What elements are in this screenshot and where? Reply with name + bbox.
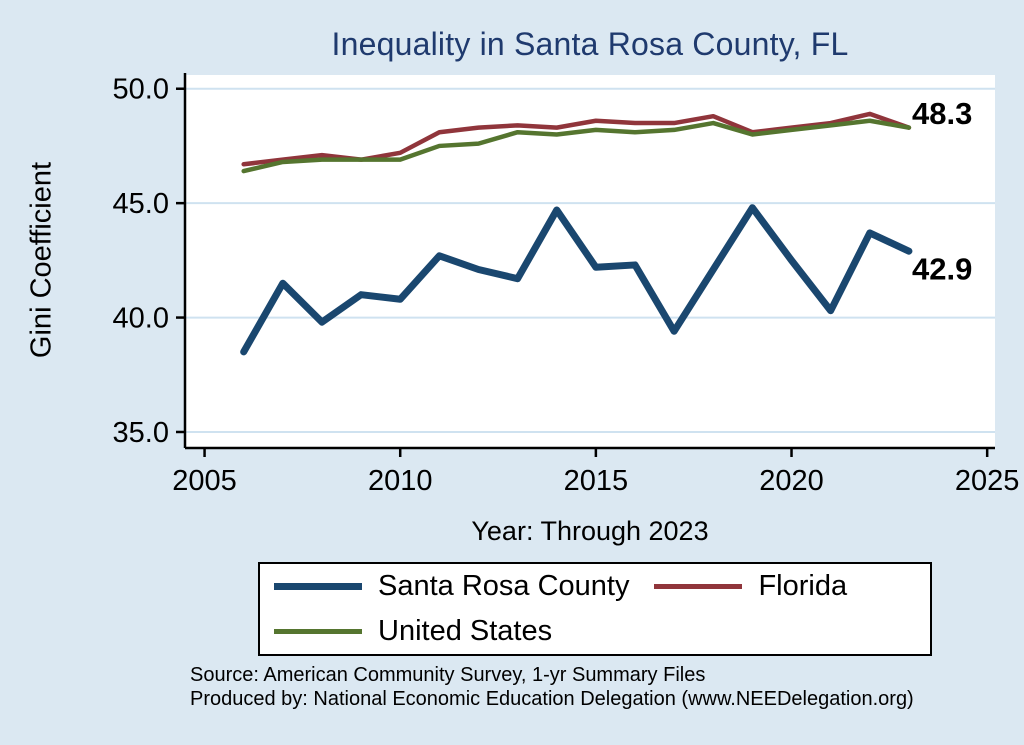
x-tick-label: 2005 bbox=[172, 465, 237, 497]
legend-entry-united-states: United States bbox=[274, 615, 654, 648]
legend-label-united-states: United States bbox=[378, 615, 553, 647]
legend-entry-florida: Florida bbox=[654, 570, 930, 603]
legend-entry-santa-rosa-county: Santa Rosa County bbox=[274, 570, 654, 603]
x-axis-label: Year: Through 2023 bbox=[471, 516, 709, 546]
series-line-united-states bbox=[241, 118, 912, 174]
series-line-santa-rosa-county bbox=[240, 204, 913, 356]
end-value-label: 42.9 bbox=[912, 251, 972, 286]
legend-swatch-united-states bbox=[274, 629, 362, 634]
y-tick-label: 35.0 bbox=[113, 417, 169, 449]
end-value-label: 48.3 bbox=[912, 96, 972, 131]
y-tick-label: 40.0 bbox=[113, 303, 169, 335]
legend-label-florida: Florida bbox=[758, 570, 848, 602]
produced-by-line: Produced by: National Economic Education… bbox=[190, 688, 914, 710]
x-tick-label: 2025 bbox=[955, 465, 1020, 497]
legend: Santa Rosa County Florida United States bbox=[258, 562, 932, 656]
source-line: Source: American Community Survey, 1-yr … bbox=[190, 664, 706, 686]
x-tick-label: 2020 bbox=[759, 465, 824, 497]
x-tick-label: 2010 bbox=[368, 465, 433, 497]
source-note: Source: American Community Survey, 1-yr … bbox=[190, 663, 914, 711]
legend-swatch-santa-rosa-county bbox=[274, 583, 362, 590]
legend-label-santa-rosa-county: Santa Rosa County bbox=[378, 570, 630, 602]
chart-title: Inequality in Santa Rosa County, FL bbox=[331, 26, 849, 62]
legend-swatch-florida bbox=[654, 584, 743, 589]
y-tick-label: 45.0 bbox=[113, 188, 169, 220]
y-axis-label: Gini Coefficient bbox=[25, 161, 58, 359]
y-tick-label: 50.0 bbox=[113, 74, 169, 106]
x-tick-label: 2015 bbox=[564, 465, 629, 497]
